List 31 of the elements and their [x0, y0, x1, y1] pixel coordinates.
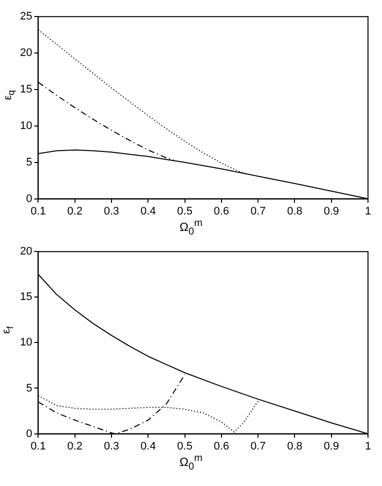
x-tick-label: 0.9: [324, 205, 340, 218]
y-tick-label: 20: [20, 47, 32, 60]
y-tick-label: 5: [26, 382, 32, 394]
x-tick-label: 0.5: [177, 440, 192, 452]
x-tick-label: 0.8: [287, 440, 302, 452]
x-tick-label: 0.7: [250, 440, 266, 452]
x-tick-label: 0.1: [30, 205, 46, 218]
x-tick-label: 0.3: [104, 440, 120, 452]
x-tick-label: 0.5: [177, 205, 192, 218]
y-tick-label: 0: [26, 428, 32, 440]
y-tick-label: 0: [26, 192, 32, 205]
y-tick-label: 20: [20, 246, 32, 258]
x-tick-label: 0.3: [104, 205, 120, 218]
x-tick-label: 0.7: [250, 205, 266, 218]
y-tick-label: 15: [20, 84, 32, 96]
y-tick-label: 10: [20, 120, 32, 132]
y-tick-label: 25: [20, 10, 32, 23]
x-tick-label: 0.4: [140, 205, 156, 218]
x-tick-label: 0.6: [214, 205, 230, 218]
x-tick-label: 0.8: [287, 205, 302, 218]
x-tick-label: 1: [364, 205, 372, 218]
x-tick-label: 0.2: [67, 205, 83, 218]
x-tick-label: 0.1: [30, 440, 46, 452]
y-tick-label: 10: [20, 336, 32, 349]
x-tick-label: 0.6: [214, 440, 230, 452]
y-tick-label: 5: [26, 156, 32, 168]
x-tick-label: 0.2: [67, 440, 83, 452]
x-tick-label: 0.9: [324, 440, 340, 452]
x-tick-label: 1: [364, 440, 372, 452]
x-tick-label: 0.4: [140, 440, 156, 452]
y-tick-label: 15: [20, 291, 32, 304]
